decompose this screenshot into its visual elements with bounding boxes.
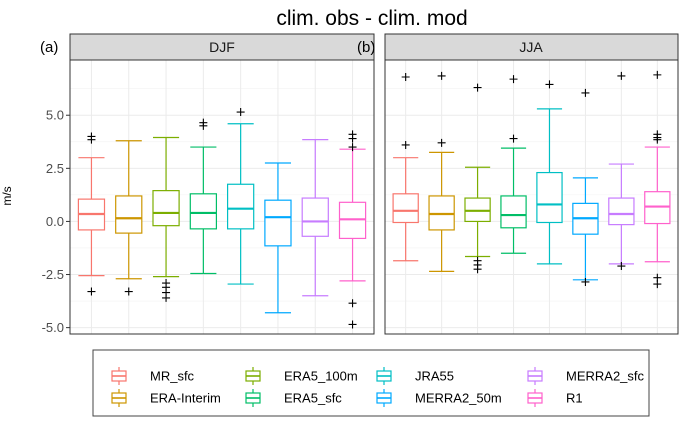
- box-jra55: [536, 80, 563, 265]
- y-tick-label: 0.0: [46, 214, 64, 229]
- outlier-point: [509, 75, 518, 84]
- legend-label: MERRA2_50m: [415, 391, 502, 406]
- legend-item-jra55: JRA55: [376, 367, 454, 385]
- panel-b-border: [384, 59, 679, 335]
- outlier-point: [653, 70, 662, 79]
- box-era-interim: [428, 71, 455, 272]
- panel-b-label: (b): [357, 39, 375, 56]
- outlier-point: [509, 134, 518, 143]
- legend-item-era5-100m: ERA5_100m: [245, 367, 358, 385]
- legend-label: MR_sfc: [150, 369, 195, 384]
- outlier-point: [348, 143, 357, 152]
- outlier-point: [348, 299, 357, 308]
- outlier-point: [162, 293, 171, 302]
- box-r1: [644, 70, 671, 289]
- panel-a-label: (a): [40, 39, 58, 56]
- box-iqr: [189, 193, 218, 230]
- legend-item-merra2-50m: MERRA2_50m: [376, 389, 502, 407]
- box-jra55: [226, 108, 255, 285]
- y-axis-title: m/s: [0, 186, 14, 205]
- outlier-point: [124, 287, 133, 296]
- legend-label: ERA-Interim: [150, 391, 221, 406]
- outlier-point: [545, 80, 554, 89]
- outlier-point: [473, 83, 482, 92]
- outlier-point: [199, 118, 208, 127]
- box-iqr: [226, 183, 255, 230]
- y-tick-label: 2.5: [46, 161, 64, 176]
- box-merra2-sfc: [301, 139, 329, 297]
- legend-item-era-interim: ERA-Interim: [111, 389, 221, 407]
- legend-item-merra2-sfc: MERRA2_sfc: [527, 367, 645, 385]
- box-iqr: [608, 197, 635, 226]
- outlier-point: [236, 108, 245, 117]
- figure-title: clim. obs - clim. mod: [276, 7, 467, 30]
- box-iqr: [152, 190, 180, 227]
- box-iqr: [536, 171, 563, 224]
- box-era5-100m: [464, 83, 491, 274]
- box-r1: [338, 130, 367, 329]
- box-merra2-50m: [572, 88, 599, 286]
- outlier-point: [581, 88, 590, 97]
- legend-item-mr-sfc: MR_sfc: [111, 367, 195, 385]
- panel-jja: (b) JJA: [357, 33, 679, 335]
- panel-a-strip-label: DJF: [209, 39, 235, 55]
- box-era5-sfc: [500, 75, 527, 254]
- box-mr-sfc: [392, 72, 419, 262]
- panel-a-strip: [69, 33, 375, 61]
- box-iqr: [301, 197, 329, 237]
- legend-label: ERA5_sfc: [284, 391, 342, 406]
- box-iqr: [264, 199, 292, 247]
- outlier-point: [473, 265, 482, 274]
- legend-item-r1: R1: [527, 389, 583, 407]
- legend-frame: [92, 349, 650, 417]
- y-tick-label: 5.0: [46, 108, 64, 123]
- outlier-point: [401, 140, 410, 149]
- outlier-point: [653, 280, 662, 289]
- legend-label: ERA5_100m: [284, 369, 358, 384]
- panel-a-border: [69, 59, 375, 335]
- box-era5-sfc: [189, 118, 218, 275]
- outlier-point: [87, 132, 96, 141]
- outlier-point: [437, 71, 446, 80]
- outlier-point: [348, 134, 357, 143]
- box-iqr: [500, 195, 527, 229]
- box-iqr: [115, 195, 143, 234]
- outlier-point: [617, 262, 626, 271]
- y-tick-label: -2.5: [42, 267, 64, 282]
- legend: MR_sfc ERA-Interim ERA5_100m ERA5_sfc JRA55 M…: [92, 349, 650, 417]
- box-era-interim: [115, 140, 143, 296]
- panel-djf: (a) DJF -5.0 -2.5 0.0 2.5 5.0: [40, 33, 375, 335]
- box-merra2-50m: [264, 162, 292, 314]
- box-merra2-sfc: [608, 71, 635, 271]
- y-tick-label: -5.0: [42, 320, 64, 335]
- outlier-point: [401, 72, 410, 81]
- outlier-point: [87, 287, 96, 296]
- box-mr-sfc: [77, 132, 106, 296]
- box-era5-100m: [152, 136, 180, 302]
- outlier-point: [653, 130, 662, 139]
- box-iqr: [392, 193, 419, 224]
- outlier-point: [581, 277, 590, 286]
- legend-label: JRA55: [415, 369, 454, 384]
- outlier-point: [617, 71, 626, 80]
- panel-b-strip-label: JJA: [519, 39, 543, 55]
- legend-label: R1: [566, 391, 583, 406]
- legend-label: MERRA2_sfc: [566, 369, 645, 384]
- outlier-point: [437, 138, 446, 147]
- outlier-point: [348, 320, 357, 329]
- legend-item-era5-sfc: ERA5_sfc: [245, 389, 342, 407]
